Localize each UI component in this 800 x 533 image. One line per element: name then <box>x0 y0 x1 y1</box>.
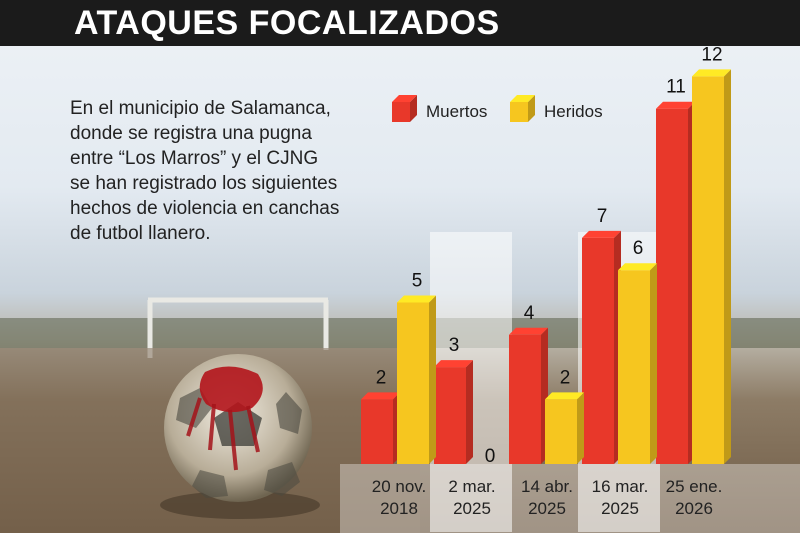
legend-label: Muertos <box>426 102 487 121</box>
axis-band <box>340 464 800 533</box>
bar <box>656 101 695 464</box>
bar <box>582 230 621 464</box>
intro-line: hechos de violencia en canchas <box>70 198 340 219</box>
legend-swatch <box>392 95 417 122</box>
tick-label: 2025 <box>601 499 639 518</box>
tick-label: 2025 <box>453 499 491 518</box>
bar <box>361 392 400 464</box>
tick-label: 25 ene. <box>666 477 723 496</box>
legend-swatch <box>510 95 535 122</box>
tick-label: 2 mar. <box>448 477 495 496</box>
data-label: 6 <box>633 238 644 259</box>
football-icon <box>160 354 320 519</box>
intro-line: entre “Los Marros” y el CJNG <box>70 148 319 169</box>
bar <box>434 360 473 464</box>
data-label: 7 <box>597 206 608 227</box>
intro-line: En el municipio de Salamanca, <box>70 98 331 119</box>
data-label: 0 <box>485 446 496 467</box>
intro-line: de futbol llanero. <box>70 223 211 244</box>
bar <box>397 295 436 464</box>
tick-label: 20 nov. <box>372 477 427 496</box>
bar <box>618 263 657 464</box>
intro-text: En el municipio de Salamanca, donde se r… <box>70 96 390 246</box>
data-label: 5 <box>412 271 423 292</box>
legend-label: Heridos <box>544 102 603 121</box>
tick-label: 2026 <box>675 499 713 518</box>
title-bar: ATAQUES FOCALIZADOS <box>0 0 800 46</box>
page-title: ATAQUES FOCALIZADOS <box>74 4 500 42</box>
bar <box>509 327 548 464</box>
bar <box>545 392 584 464</box>
intro-line: donde se registra una pugna <box>70 123 312 144</box>
data-label: 2 <box>376 367 387 388</box>
tick-label: 2025 <box>528 499 566 518</box>
tick-label: 16 mar. <box>592 477 649 496</box>
data-label: 3 <box>449 335 460 356</box>
data-label: 4 <box>524 303 535 324</box>
intro-line: se han registrado los siguientes <box>70 173 338 194</box>
data-label: 11 <box>666 77 686 98</box>
data-label: 12 <box>701 44 722 65</box>
tick-label: 2018 <box>380 499 418 518</box>
bar <box>692 69 731 465</box>
data-label: 2 <box>560 367 571 388</box>
tick-label: 14 abr. <box>521 477 573 496</box>
